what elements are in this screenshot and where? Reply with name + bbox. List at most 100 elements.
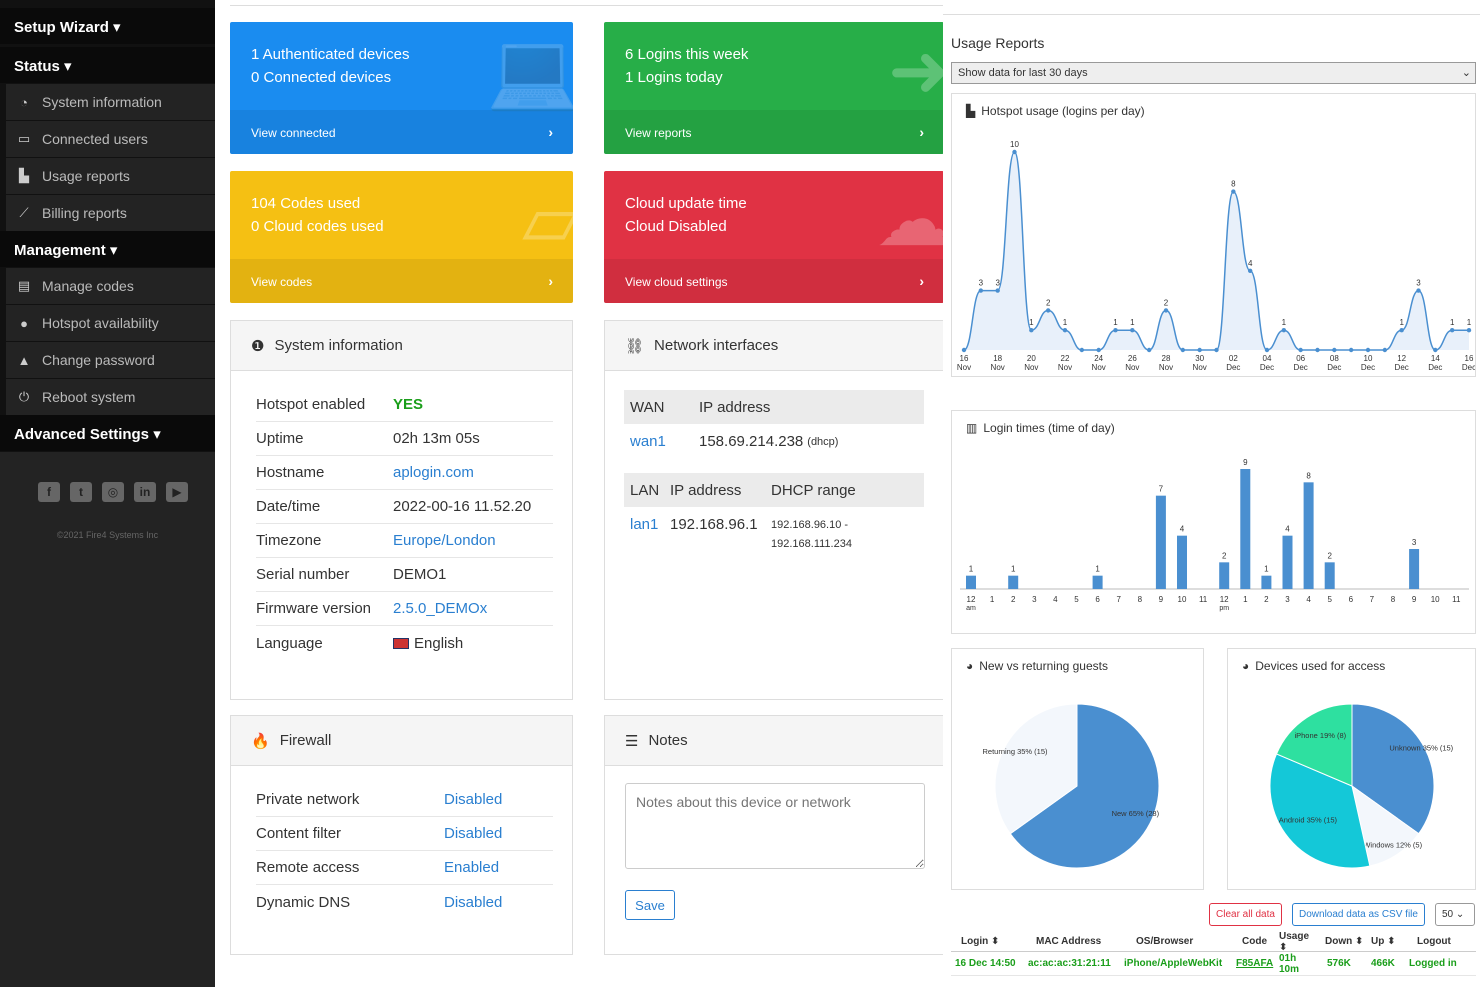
sign-in-icon: ➜	[887, 29, 944, 112]
tile-link-label: View cloud settings	[625, 275, 728, 289]
save-button[interactable]: Save	[625, 890, 675, 920]
row-value: YES	[393, 396, 424, 413]
facebook-icon[interactable]: f	[38, 482, 60, 502]
row-key: Dynamic DNS	[256, 893, 351, 911]
slice-label: iPhone 19% (8)	[1294, 731, 1346, 740]
sidebar-setup-wizard[interactable]: Setup Wizard ▾	[0, 8, 215, 44]
sidebar-status[interactable]: Status ▾	[0, 47, 215, 83]
data-label: 1	[1063, 318, 1068, 327]
sidebar-item-billing-reports[interactable]: ⟋ Billing reports	[6, 195, 215, 231]
tile-link[interactable]: View reports	[604, 110, 944, 154]
linkedin-icon[interactable]: in	[134, 482, 156, 502]
youtube-icon[interactable]: ▶	[166, 482, 188, 502]
chevron-right-icon[interactable]: ›	[919, 273, 924, 289]
data-point	[1348, 347, 1354, 353]
x-tick-label: 10	[1364, 354, 1373, 363]
x-tick-label: 22	[1061, 354, 1070, 363]
x-tick-label: 2	[1011, 595, 1016, 604]
sidebar: Setup Wizard ▾ Status ▾ ◔ System informat…	[0, 0, 215, 987]
copyright: ©2021 Fire4 Systems Inc	[56, 530, 159, 540]
period-select[interactable]: Show data for last 30 days ⌄	[951, 62, 1476, 84]
lan-ip: 192.168.96.1	[670, 516, 758, 533]
remote-access-link[interactable]: Enabled	[444, 859, 500, 876]
col-header[interactable]: Usage ⬍	[1279, 932, 1310, 953]
sidebar-item-system-information[interactable]: ◔ System information	[6, 84, 215, 120]
sidebar-item-change-password[interactable]: ▲ Change password	[6, 342, 215, 378]
sidebar-item-reboot-system[interactable]: ⏻ Reboot system	[6, 379, 215, 415]
data-point	[1449, 328, 1455, 333]
data-point	[995, 288, 1000, 293]
sidebar-item-connected-users[interactable]: ▭ Connected users	[6, 121, 215, 157]
top-divider	[230, 0, 945, 6]
wan-link[interactable]: wan1	[630, 433, 666, 450]
table-row: Timezone Europe/London	[256, 524, 553, 558]
x-tick-label: 06	[1296, 354, 1305, 363]
slice-label: Windows 12% (5)	[1363, 841, 1422, 850]
tile-devices: 💻 1 Authenticated devices 0 Connected de…	[230, 22, 573, 154]
col-header[interactable]: Login ⬍	[961, 936, 1000, 947]
private-network-link[interactable]: Disabled	[444, 791, 503, 808]
chevron-right-icon[interactable]: ›	[548, 273, 553, 289]
data-label: 8	[1231, 180, 1236, 189]
bar	[1240, 469, 1251, 589]
content-filter-link[interactable]: Disabled	[444, 825, 503, 842]
x-tick-label: 7	[1370, 595, 1375, 604]
tile-codes: ▱ 104 Codes used 0 Cloud codes used View…	[230, 171, 573, 303]
dynamic-dns-link[interactable]: Disabled	[444, 893, 503, 911]
data-point	[1113, 328, 1118, 333]
x-tick-label: Nov	[1024, 363, 1038, 372]
sidebar-item-hotspot-availability[interactable]: ● Hotspot availability	[6, 305, 215, 341]
data-point	[1315, 347, 1320, 353]
col-header[interactable]: Down ⬍	[1325, 936, 1364, 947]
data-point	[1214, 347, 1219, 353]
chevron-right-icon[interactable]: ›	[548, 124, 553, 140]
login-times-panel: ▥ Login times (time of day) 1 12 am 1 1 2 3 4 5 1 6…	[951, 410, 1476, 634]
clear-data-button[interactable]: Clear all data	[1209, 903, 1282, 926]
x-tick-label: 9	[1412, 595, 1417, 604]
data-point	[1416, 288, 1421, 293]
data-label: 1	[1029, 318, 1034, 327]
sidebar-item-label: Connected users	[42, 131, 148, 147]
tile-link[interactable]: View cloud settings	[604, 259, 944, 303]
table-row: Hostname aplogin.com	[256, 456, 553, 490]
x-tick-label: 7	[1116, 595, 1121, 604]
x-tick-label: 02	[1229, 354, 1238, 363]
page-size-select[interactable]: 50 ⌄	[1435, 903, 1475, 926]
lock-icon: ▲	[17, 352, 31, 368]
chevron-right-icon[interactable]: ›	[919, 124, 924, 140]
lan-link[interactable]: lan1	[630, 516, 659, 533]
sidebar-advanced-settings[interactable]: Advanced Settings ▾	[0, 415, 215, 451]
row-value: English	[414, 634, 464, 652]
code-link[interactable]: F85AFA	[1236, 958, 1274, 969]
data-label: 7	[1159, 485, 1164, 494]
panel-header: ❶ System information	[231, 321, 572, 371]
col-header[interactable]: Up ⬍	[1371, 936, 1396, 947]
x-tick-label: 04	[1263, 354, 1272, 363]
bar	[1282, 535, 1293, 589]
firmware-link[interactable]: 2.5.0_DEMOx	[393, 600, 488, 617]
fire-icon: 🔥	[251, 732, 270, 750]
sidebar-item-manage-codes[interactable]: ▤ Manage codes	[6, 268, 215, 304]
notes-textarea[interactable]	[625, 783, 925, 869]
instagram-icon[interactable]: ◎	[102, 482, 124, 502]
bar-chart-icon: ▙	[19, 168, 29, 183]
col-header: IP address	[670, 481, 742, 499]
row-key: Language	[256, 634, 323, 652]
sidebar-management[interactable]: Management ▾	[0, 231, 215, 267]
x-tick-label: 20	[1027, 354, 1036, 363]
tile-link[interactable]: View codes	[230, 259, 573, 303]
timezone-link[interactable]: Europe/London	[393, 532, 496, 549]
tile-line2: 0 Cloud codes used	[251, 218, 384, 235]
hostname-link[interactable]: aplogin.com	[393, 464, 474, 481]
x-tick-label: 14	[1431, 354, 1440, 363]
twitter-icon[interactable]: t	[70, 482, 92, 502]
sidebar-item-usage-reports[interactable]: ▙ Usage reports	[6, 158, 215, 194]
slice-label: New 65% (28)	[1112, 809, 1160, 818]
download-csv-button[interactable]: Download data as CSV file	[1292, 903, 1425, 926]
tile-link[interactable]: View connected	[230, 110, 573, 154]
x-tick-label: 10	[1178, 595, 1187, 604]
x-tick-label: 8	[1138, 595, 1143, 604]
x-tick-label: 10	[1431, 595, 1440, 604]
table-row: Language English	[256, 626, 553, 660]
panel-title: Network interfaces	[654, 337, 779, 354]
